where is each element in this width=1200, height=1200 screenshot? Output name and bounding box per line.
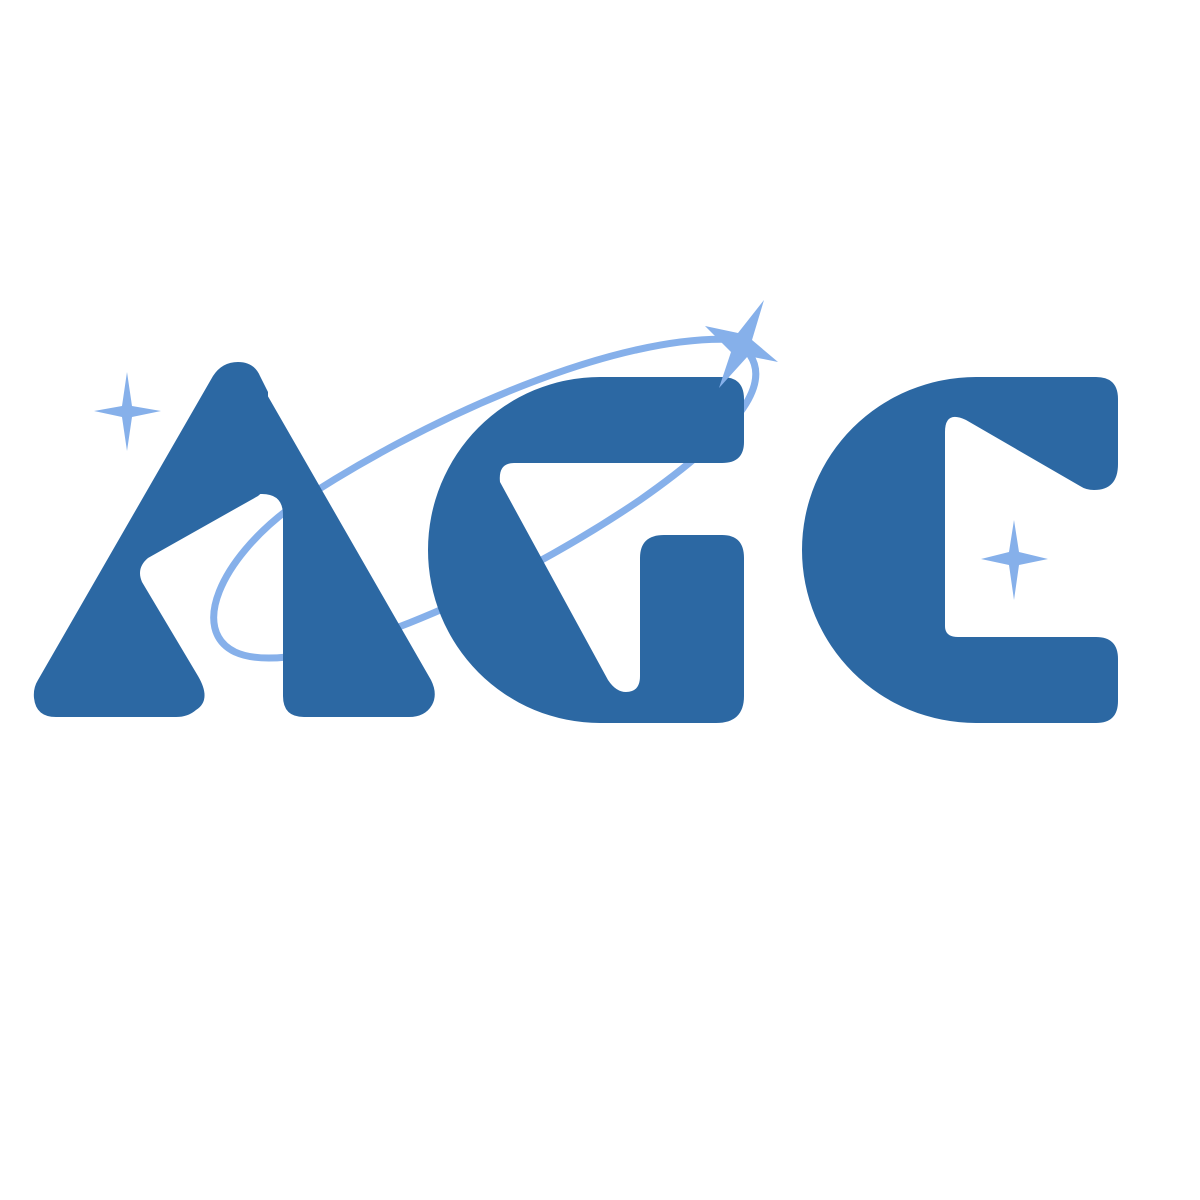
shooting-star-icon [705,300,778,388]
letter-a-right [254,372,435,717]
orbit-ring [210,335,760,662]
letter-g [428,377,744,723]
letter-c [802,377,1118,723]
sparkle-icon [981,520,1048,600]
letter-a-left [33,362,269,717]
sparkle-icon [94,372,161,451]
